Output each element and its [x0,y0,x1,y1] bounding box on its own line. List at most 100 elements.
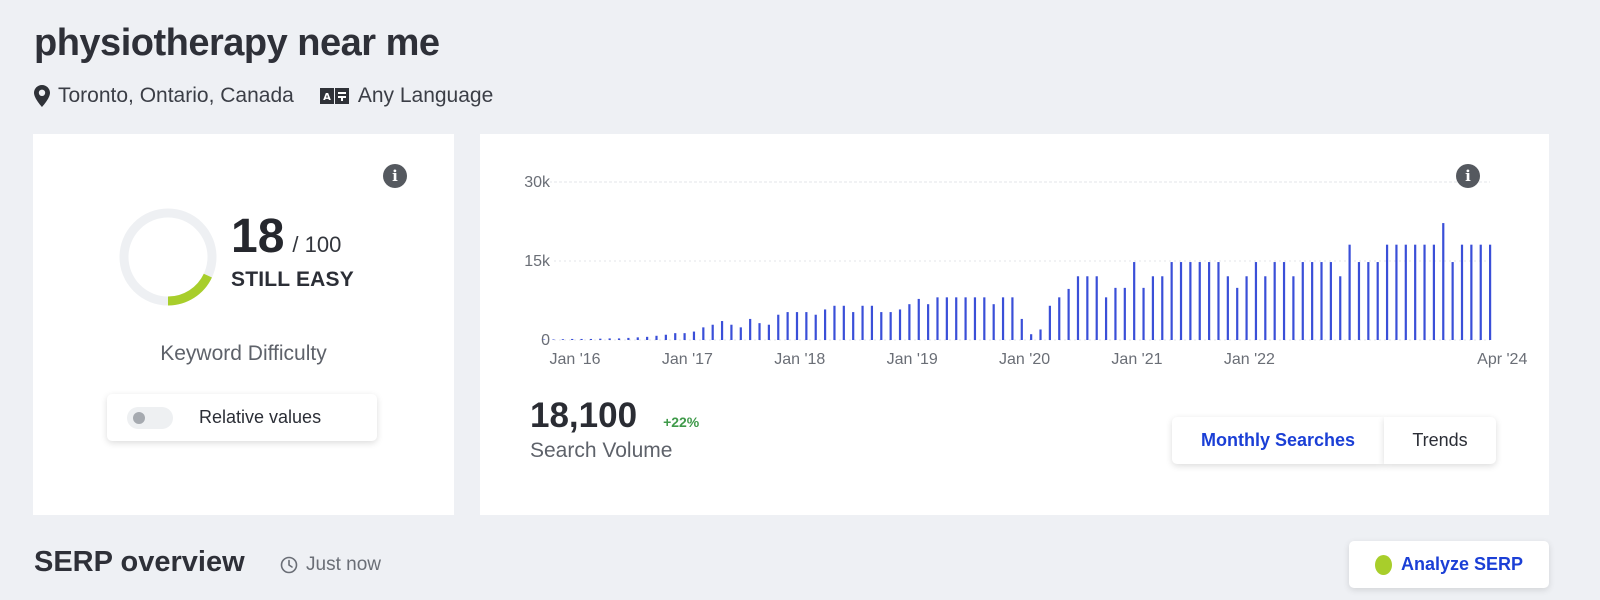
bar [983,297,986,340]
tab-trends[interactable]: Trends [1384,417,1496,464]
bar [1086,276,1089,340]
bar [1058,297,1061,340]
bar [861,305,864,340]
bar [1395,244,1398,340]
relative-values-toggle[interactable]: Relative values [107,394,377,441]
analyze-serp-button[interactable]: Analyze SERP [1349,541,1549,588]
bar [889,312,892,340]
bar [1048,305,1051,340]
bar [561,339,564,340]
keyword-meta: Toronto, Ontario, Canada A Any Language [34,84,519,108]
x-tick-label: Jan '18 [774,351,825,368]
analyze-dot-icon [1374,554,1392,575]
x-tick-label: Jan '22 [1224,351,1275,368]
info-icon[interactable]: i [383,164,407,188]
bar [814,314,817,340]
bar [1208,262,1211,340]
translate-icon: A [319,87,350,105]
bar [945,297,948,340]
bar [1376,262,1379,340]
bar [1423,244,1426,340]
bar [1385,244,1389,340]
bar [1273,262,1276,340]
bar [1329,262,1332,340]
bar [898,309,902,340]
serp-time-label: Just now [306,554,381,575]
x-tick-label: Jan '20 [999,351,1050,368]
bar [1170,262,1173,340]
bar [1142,287,1145,340]
bar [1039,329,1042,340]
x-tick-label: Apr '24 [1477,351,1527,368]
language-label: Any Language [357,84,494,107]
difficulty-score: 18 / 100 [231,209,341,264]
tab-monthly-searches[interactable]: Monthly Searches [1172,417,1384,464]
search-volume-card: 0 15k 30k Jan '16 Jan '17 Jan '18 Jan '19 Jan '… [480,134,1549,515]
bar [1104,297,1108,340]
language-filter[interactable]: A Any Language [319,84,494,108]
bar [1226,276,1229,340]
search-volume-change: +22% [663,414,700,430]
relative-values-label: Relative values [199,407,322,427]
bar [636,337,639,340]
location-filter[interactable]: Toronto, Ontario, Canada [34,84,294,108]
bar [1404,244,1407,340]
difficulty-level: STILL EASY [231,268,354,291]
bar [608,338,611,340]
bar [1133,262,1136,340]
bar [786,312,789,340]
y-tick-label: 15k [524,253,551,270]
bar [1432,244,1436,340]
bar [1076,276,1080,340]
bar [1442,223,1445,340]
bar [992,304,995,340]
bar [1460,244,1464,340]
bar [1011,297,1014,340]
bar [936,297,939,340]
info-icon[interactable]: i [1456,164,1480,188]
x-tick-label: Jan '21 [1111,351,1162,368]
x-tick-label: Jan '16 [549,351,600,368]
bar [711,324,714,340]
bar [1123,287,1126,340]
bar [973,297,977,340]
keyword-difficulty-card: i 18 / 100 STILL EASY Keyword Difficulty… [33,134,454,515]
toggle-knob [133,411,145,424]
bar [589,338,593,340]
search-volume-figure: 18,100 +22% [530,396,699,436]
bar [617,338,621,340]
bar [955,297,958,340]
bar [870,305,874,340]
y-tick-label: 0 [541,332,550,349]
bar [1020,318,1023,340]
bar [730,324,733,340]
bar [552,339,555,340]
bar [1357,262,1361,340]
bar [1320,262,1323,340]
search-volume-value: 18,100 [530,396,638,435]
bar [683,333,686,340]
bar [1348,244,1351,340]
bar [1470,244,1473,340]
bar [964,297,967,340]
bar [1217,262,1220,340]
gauge-fill [119,208,217,306]
bar [1114,287,1117,340]
bar [749,318,752,340]
bar [805,312,808,340]
difficulty-score-value: 18 [231,210,285,263]
map-pin-icon [34,85,50,107]
bar [646,336,649,340]
bar [692,331,696,340]
clock-icon [280,556,298,574]
bar [758,323,761,340]
search-volume-chart: 0 15k 30k Jan '16 Jan '17 Jan '18 Jan '19 Jan '… [524,174,1527,368]
toggle-switch[interactable] [127,406,173,429]
analyze-serp-label: Analyze SERP [1400,554,1524,574]
chart-mode-tabs: Monthly Searches Trends [1172,417,1496,464]
bar [655,335,658,340]
bar [1095,276,1098,340]
bar [833,305,836,340]
x-tick-label: Jan '17 [662,351,713,368]
difficulty-gauge [119,208,217,306]
